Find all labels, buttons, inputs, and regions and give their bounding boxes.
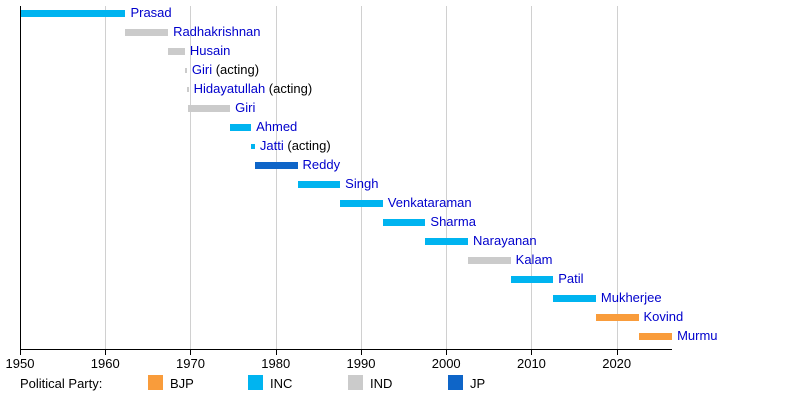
bar-label-name: Singh [345, 176, 379, 191]
bar-label-suffix: (acting) [265, 81, 313, 96]
bar-label-narayanan: Narayanan [473, 233, 537, 249]
gridline-2020 [616, 6, 618, 349]
term-bar-giri-acting [184, 67, 187, 73]
legend-swatch-inc [248, 375, 263, 390]
bar-label-radhakrishnan: Radhakrishnan [173, 24, 260, 40]
bar-label-name: Narayanan [473, 233, 537, 248]
bar-label-murmu: Murmu [677, 328, 717, 344]
term-bar-singh [297, 180, 341, 188]
axis-tick-label-2020: 2020 [602, 356, 632, 371]
bar-label-name: Venkataraman [387, 195, 472, 210]
term-bar-kovind [595, 313, 639, 321]
bar-label-reddy: Reddy [303, 157, 341, 173]
axis-tick-1950 [20, 349, 21, 355]
bar-label-name: Sharma [430, 214, 476, 229]
bar-label-name: Husain [189, 43, 231, 58]
term-bar-ahmed [230, 123, 252, 131]
bar-label-name: Ahmed [256, 119, 298, 134]
bar-label-name: Kalam [515, 252, 553, 267]
bar-label-name: Radhakrishnan [173, 24, 261, 39]
term-bar-venkataraman [340, 199, 383, 207]
bar-label-name: Jatti [259, 138, 284, 153]
legend-swatch-bjp [148, 375, 163, 390]
term-bar-giri [187, 104, 231, 112]
legend-swatch-ind [348, 375, 363, 390]
gridline-1960 [105, 6, 107, 349]
term-bar-patil [510, 275, 554, 283]
bar-label-name: Hidayatullah [193, 81, 266, 96]
x-axis-line [20, 349, 672, 350]
legend-label-ind: IND [370, 376, 393, 391]
bar-label-jatti-acting: Jatti (acting) [260, 138, 331, 154]
bar-label-kovind: Kovind [644, 309, 684, 325]
legend-label-jp: JP [470, 376, 486, 391]
axis-tick-1960 [105, 349, 107, 355]
axis-tick-1970 [190, 349, 192, 355]
axis-tick-label-1980: 1980 [261, 356, 291, 371]
axis-tick-label-2000: 2000 [431, 356, 461, 371]
axis-tick-label-1970: 1970 [176, 356, 205, 371]
term-bar-hidayatullah-acting [186, 86, 189, 92]
bar-label-name: Mukherjee [600, 290, 662, 305]
gridline-1980 [275, 6, 277, 349]
bar-label-name: Murmu [677, 328, 718, 343]
term-bar-husain [168, 47, 185, 55]
term-bar-murmu [638, 332, 673, 340]
term-bar-reddy [254, 161, 298, 169]
bar-label-suffix: (acting) [212, 62, 260, 77]
axis-tick-2010 [531, 349, 533, 355]
bar-label-name: Kovind [643, 309, 684, 324]
term-bar-sharma [382, 218, 426, 226]
legend-title: Political Party: [20, 376, 103, 391]
gridline-1990 [360, 6, 362, 349]
term-bar-mukherjee [553, 294, 596, 302]
bar-label-patil: Patil [558, 271, 583, 287]
axis-tick-2000 [446, 349, 448, 355]
bar-label-prasad: Prasad [130, 5, 171, 21]
axis-tick-label-1960: 1960 [90, 356, 120, 371]
bar-label-hidayatullah-acting: Hidayatullah (acting) [194, 81, 313, 97]
axis-tick-label-2010: 2010 [516, 356, 546, 371]
term-bar-narayanan [425, 237, 469, 245]
term-bar-jatti-acting [251, 143, 255, 149]
bar-label-mukherjee: Mukherjee [601, 290, 662, 306]
legend-label-bjp: BJP [170, 376, 194, 391]
legend-label-inc: INC [270, 376, 293, 391]
bar-label-venkataraman: Venkataraman [388, 195, 472, 211]
term-bar-radhakrishnan [125, 28, 169, 36]
bar-label-suffix: (acting) [283, 138, 331, 153]
gridline-2010 [531, 6, 533, 349]
bar-label-name: Patil [558, 271, 584, 286]
axis-tick-1990 [360, 349, 362, 355]
axis-tick-2020 [616, 349, 618, 355]
term-bar-prasad [20, 9, 126, 17]
gridline-1970 [190, 6, 192, 349]
bar-label-kalam: Kalam [516, 252, 553, 268]
gridline-2000 [446, 6, 448, 349]
bar-label-name: Giri [235, 100, 256, 115]
y-axis-line [20, 6, 21, 355]
bar-label-name: Giri [191, 62, 213, 77]
axis-tick-label-1950: 1950 [5, 356, 35, 371]
bar-label-giri: Giri [235, 100, 255, 116]
bar-label-name: Prasad [130, 5, 172, 20]
legend-swatch-jp [448, 375, 463, 390]
bar-label-ahmed: Ahmed [256, 119, 297, 135]
axis-tick-label-1990: 1990 [346, 356, 376, 371]
bar-label-name: Reddy [302, 157, 341, 172]
term-bar-kalam [468, 256, 511, 264]
bar-label-husain: Husain [190, 43, 230, 59]
bar-label-giri-acting: Giri (acting) [192, 62, 259, 78]
bar-label-singh: Singh [345, 176, 378, 192]
bar-label-sharma: Sharma [430, 214, 476, 230]
axis-tick-1980 [275, 349, 277, 355]
